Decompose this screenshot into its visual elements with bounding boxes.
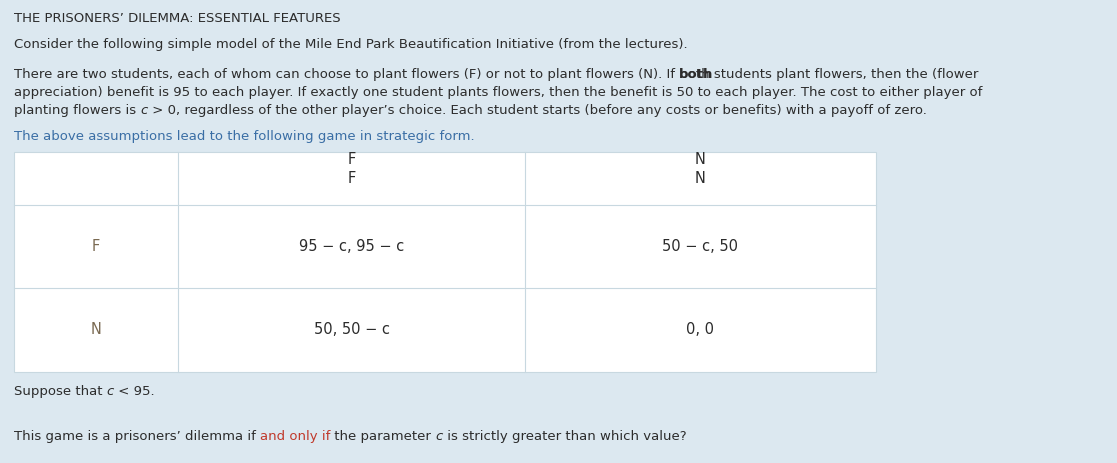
Text: THE PRISONERS’ DILEMMA: ESSENTIAL FEATURES: THE PRISONERS’ DILEMMA: ESSENTIAL FEATUR… [15, 12, 341, 25]
Text: appreciation) benefit is 95 to each player. If exactly one student plants flower: appreciation) benefit is 95 to each play… [15, 86, 982, 99]
Text: F: F [347, 152, 355, 167]
Text: < 95.: < 95. [114, 385, 154, 398]
Text: 0, 0: 0, 0 [687, 323, 715, 338]
Bar [15, 152, 876, 372]
Text: F: F [347, 171, 355, 186]
Text: the parameter: the parameter [331, 430, 436, 443]
Text: planting flowers is: planting flowers is [15, 104, 141, 117]
Text: Consider the following simple model of the Mile End Park Beautification Initiati: Consider the following simple model of t… [15, 38, 688, 51]
Text: 95 − c, 95 − c: 95 − c, 95 − c [299, 239, 404, 254]
Text: The above assumptions lead to the following game in strategic form.: The above assumptions lead to the follow… [15, 130, 475, 143]
Text: 50, 50 − c: 50, 50 − c [314, 323, 390, 338]
Text: N: N [695, 152, 706, 167]
Text: N: N [90, 323, 102, 338]
Text: There are two students, each of whom can choose to plant flowers (F) or not to p: There are two students, each of whom can… [15, 68, 978, 81]
Text: c: c [141, 104, 147, 117]
Text: 50 − c, 50: 50 − c, 50 [662, 239, 738, 254]
Text: is strictly greater than which value?: is strictly greater than which value? [442, 430, 687, 443]
Text: both: both [679, 68, 714, 81]
Text: F: F [92, 239, 101, 254]
Text: c: c [436, 430, 442, 443]
Text: > 0, regardless of the other player’s choice. Each student starts (before any co: > 0, regardless of the other player’s ch… [147, 104, 926, 117]
Text: This game is a prisoners’ dilemma if: This game is a prisoners’ dilemma if [15, 430, 260, 443]
Text: Suppose that: Suppose that [15, 385, 107, 398]
Text: and only if: and only if [260, 430, 331, 443]
Text: c: c [107, 385, 114, 398]
Text: N: N [695, 171, 706, 186]
